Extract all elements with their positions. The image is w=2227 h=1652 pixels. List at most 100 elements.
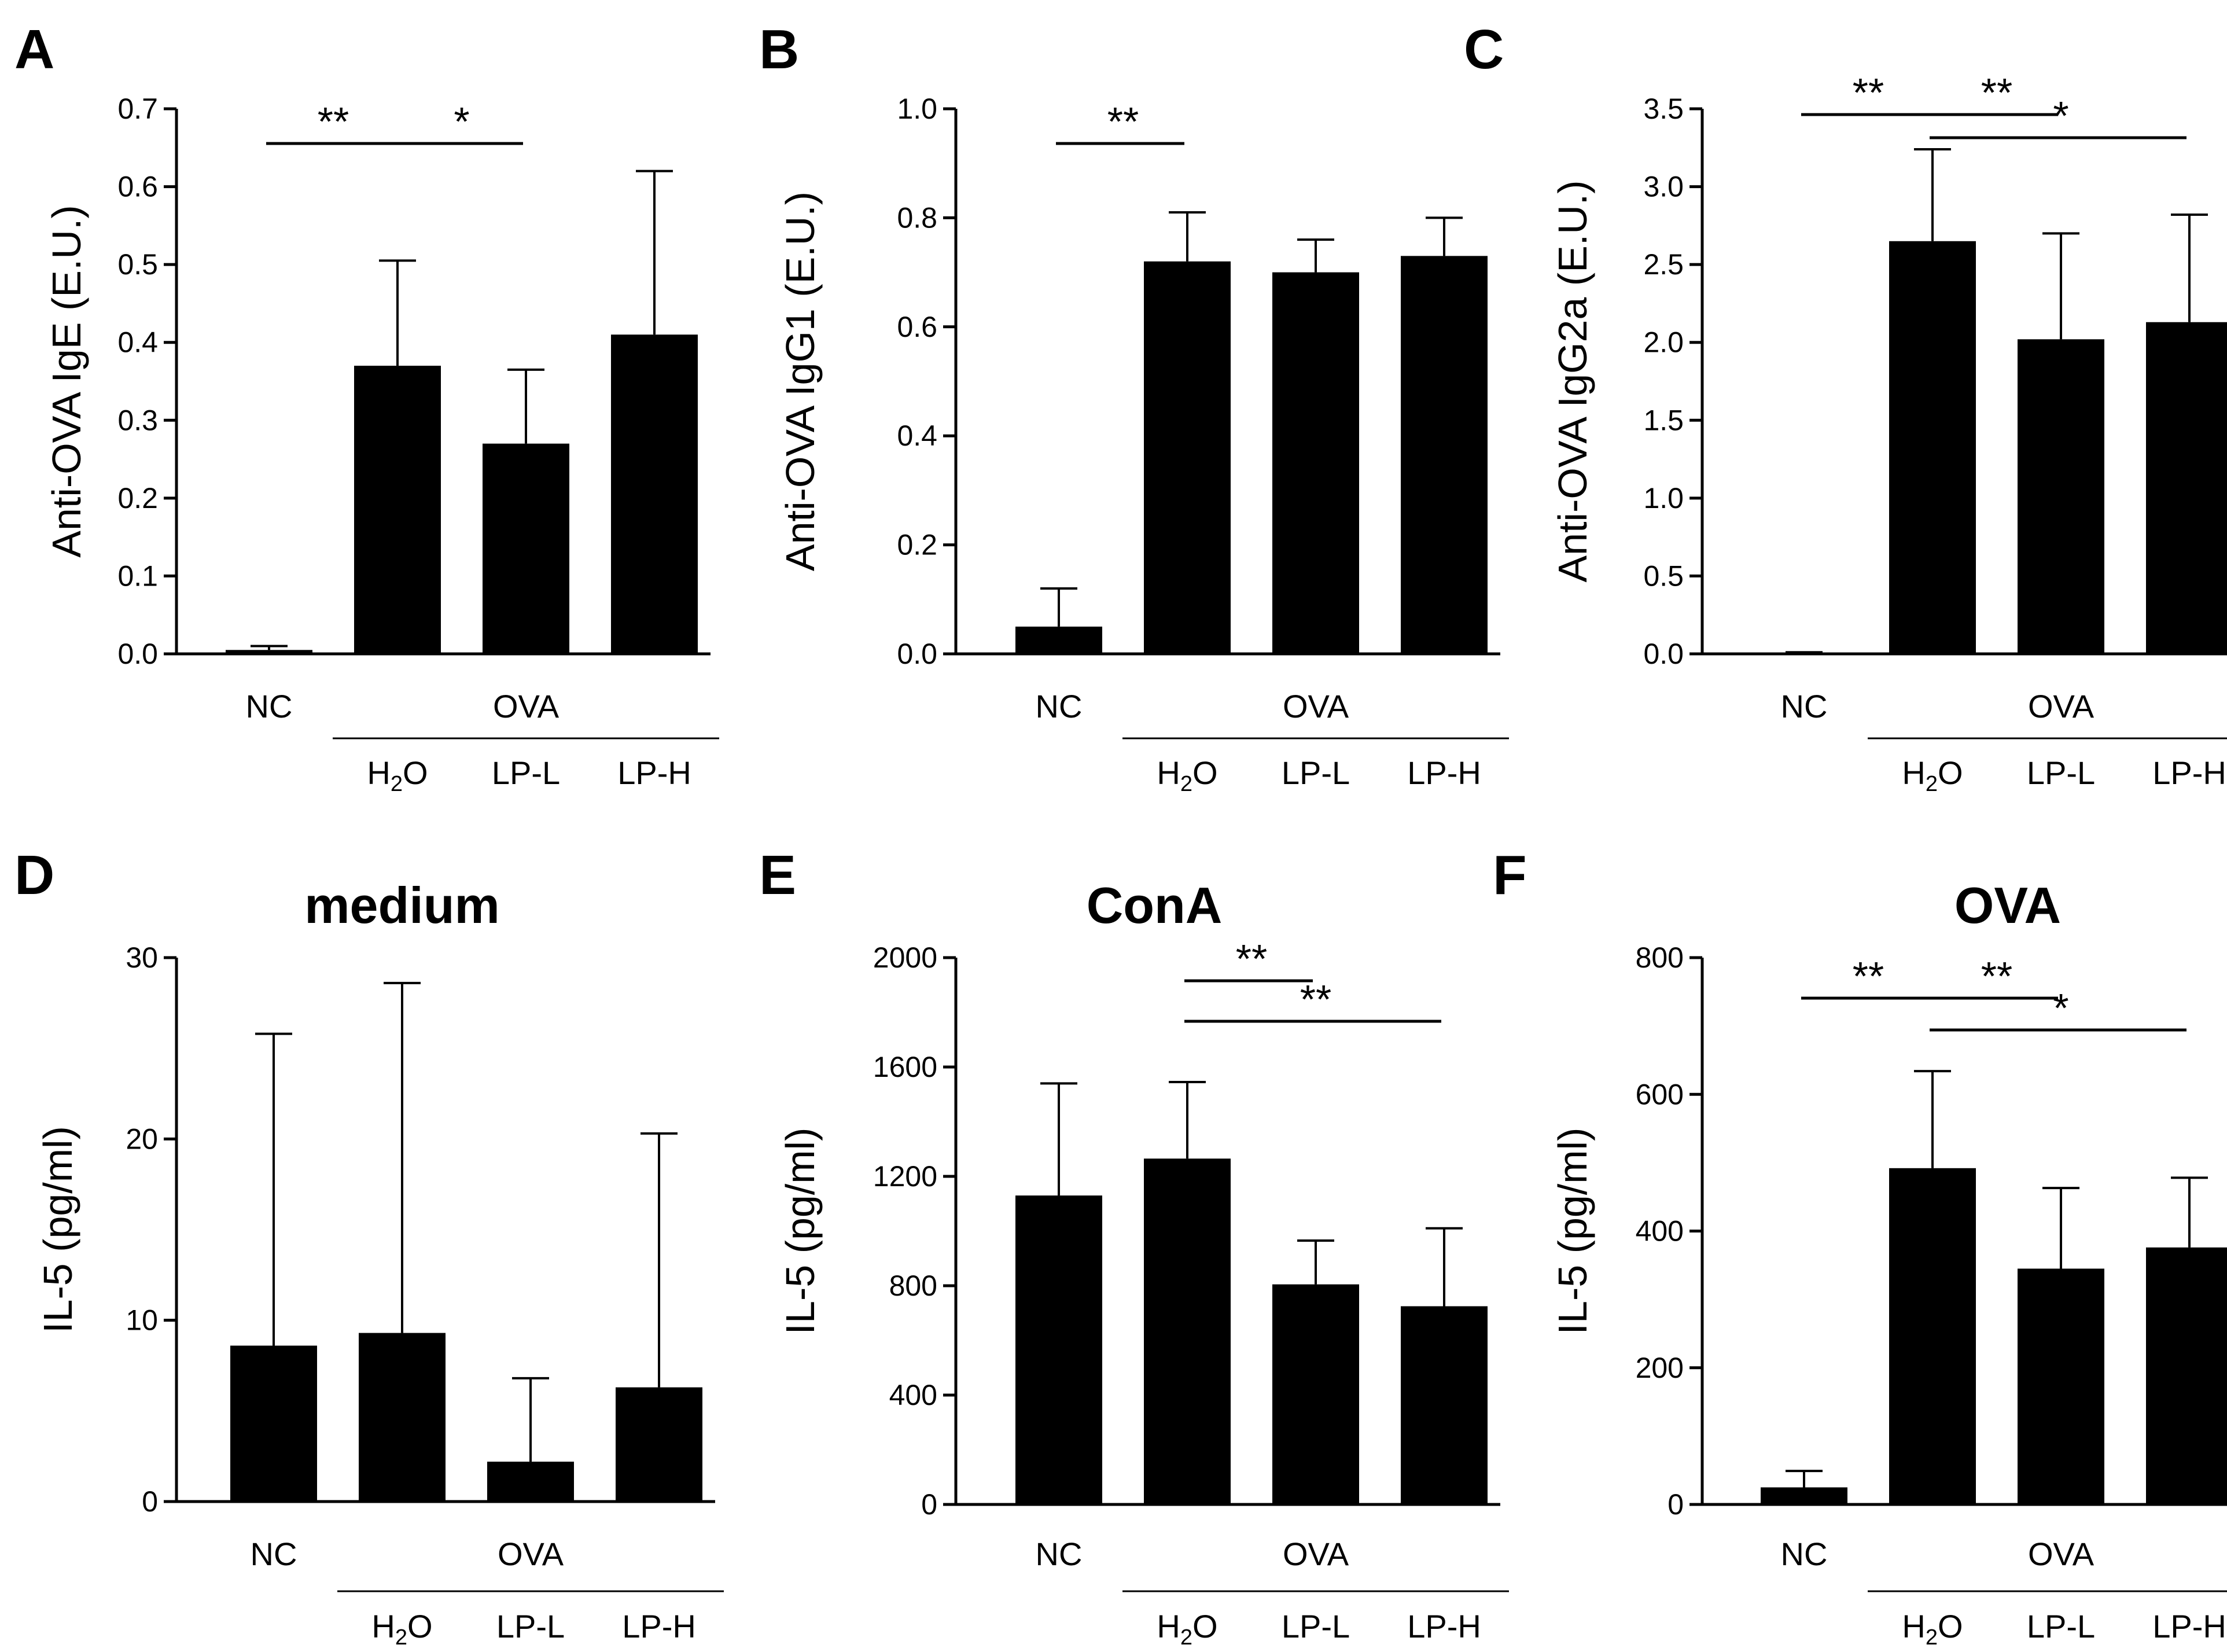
y-axis-label: Anti-OVA IgG2a (E.U.) <box>1550 180 1595 582</box>
h2o-h: H <box>1902 755 1925 791</box>
group-label-OVA: OVA <box>498 1536 564 1572</box>
category-label-LP-H: LP-H <box>622 1608 696 1644</box>
bar-H2O <box>1889 1168 1976 1504</box>
y-tick-label: 3.0 <box>1643 171 1684 203</box>
panel-letter: F <box>1493 844 1527 906</box>
h2o-o: O <box>407 1608 433 1644</box>
y-axis-label: IL-5 (pg/ml) <box>778 1128 823 1335</box>
category-label-NC: NC <box>246 688 293 724</box>
h2o-sub: 2 <box>1180 1625 1192 1649</box>
y-tick-label: 0.8 <box>897 201 937 234</box>
bar-NC <box>1761 653 1847 655</box>
category-label-LP-H: LP-H <box>2152 1608 2226 1644</box>
category-label-LP-H: LP-H <box>617 755 691 791</box>
y-axis-label: IL-5 (pg/ml) <box>35 1126 80 1333</box>
y-tick-label: 1.0 <box>1643 482 1684 514</box>
significance-label: ** <box>1981 954 2012 999</box>
h2o-sub: 2 <box>391 772 403 796</box>
h2o-o: O <box>1938 1608 1963 1644</box>
category-label-LP-H: LP-H <box>2152 755 2226 791</box>
significance-label: ** <box>1981 70 2012 115</box>
y-tick-label: 600 <box>1636 1078 1684 1110</box>
bar-LP-L <box>487 1462 574 1502</box>
y-tick-label: 0.6 <box>117 171 158 203</box>
group-label-OVA: OVA <box>1283 688 1349 724</box>
bar-LP-H <box>1401 256 1488 654</box>
category-label-H2O: H2O <box>371 1608 432 1649</box>
y-tick-label: 0.0 <box>1643 638 1684 670</box>
h2o-o: O <box>1192 1608 1218 1644</box>
bar-H2O <box>1889 241 1976 654</box>
y-tick-label: 400 <box>1636 1215 1684 1248</box>
y-tick-label: 2000 <box>873 941 937 974</box>
y-tick-label: 0.5 <box>117 248 158 281</box>
bar-NC <box>1015 1195 1102 1504</box>
y-tick-label: 1200 <box>873 1160 937 1193</box>
y-tick-label: 2.0 <box>1643 326 1684 359</box>
y-tick-label: 800 <box>889 1270 937 1302</box>
bar-LP-L <box>2018 339 2104 654</box>
bar-NC <box>226 650 312 654</box>
category-label-H2O: H2O <box>1902 1608 1963 1649</box>
h2o-sub: 2 <box>1926 772 1938 796</box>
y-tick-label: 0.0 <box>897 638 937 670</box>
y-tick-label: 0 <box>921 1488 937 1521</box>
significance-label: ** <box>318 99 349 144</box>
category-label-LP-L: LP-L <box>2027 755 2095 791</box>
panel-letter: B <box>759 19 799 80</box>
significance-label: ** <box>1853 954 1884 999</box>
significance-label: * <box>2053 985 2068 1031</box>
h2o-h: H <box>1157 1608 1180 1644</box>
y-tick-label: 0.7 <box>117 93 158 125</box>
significance-label: ** <box>1853 70 1884 115</box>
category-label-H2O: H2O <box>1157 1608 1217 1649</box>
bar-NC <box>230 1345 317 1502</box>
y-tick-label: 200 <box>1636 1352 1684 1384</box>
panel-C: C 0.0 0.5 1.0 1.5 2.0 2.5 3.0 3.5 Anti-OVA IgG2a … <box>1464 19 2227 796</box>
y-axis-label: Anti-OVA IgG1 (E.U.) <box>778 192 823 571</box>
y-tick-label: 0.2 <box>117 482 158 514</box>
significance-label: ** <box>1300 977 1331 1022</box>
y-tick-label: 1.0 <box>897 93 937 125</box>
category-label-LP-H: LP-H <box>1407 1608 1481 1644</box>
category-label-NC: NC <box>251 1536 297 1572</box>
category-label-LP-H: LP-H <box>1407 755 1481 791</box>
h2o-o: O <box>403 755 428 791</box>
bar-H2O <box>1144 1158 1231 1504</box>
y-tick-label: 0.4 <box>117 326 158 359</box>
significance-label: ** <box>1107 99 1139 144</box>
y-tick-label: 0.1 <box>117 560 158 592</box>
significance-label: * <box>2053 93 2068 138</box>
bar-LP-H <box>616 1387 702 1502</box>
category-label-LP-L: LP-L <box>492 755 560 791</box>
category-label-NC: NC <box>1036 688 1083 724</box>
y-tick-label: 0.0 <box>117 638 158 670</box>
category-label-LP-L: LP-L <box>1282 1608 1350 1644</box>
y-tick-label: 20 <box>126 1123 158 1155</box>
category-label-NC: NC <box>1781 688 1828 724</box>
h2o-h: H <box>1157 755 1180 791</box>
category-label-NC: NC <box>1036 1536 1083 1572</box>
y-axis-label: IL-5 (pg/ml) <box>1550 1128 1595 1335</box>
panel-letter: A <box>14 19 54 80</box>
bar-LP-H <box>1401 1306 1488 1504</box>
h2o-sub: 2 <box>395 1625 407 1649</box>
h2o-h: H <box>367 755 390 791</box>
y-axis-label: Anti-OVA IgE (E.U.) <box>44 205 89 557</box>
y-tick-label: 0.5 <box>1643 560 1684 592</box>
bar-LP-L <box>483 443 569 654</box>
panel-letter: E <box>759 844 796 906</box>
category-label-NC: NC <box>1781 1536 1828 1572</box>
bar-H2O <box>354 366 441 654</box>
bar-LP-L <box>1272 1284 1359 1504</box>
category-label-H2O: H2O <box>1902 755 1963 796</box>
significance-label: ** <box>1236 936 1267 981</box>
bar-NC <box>1015 626 1102 654</box>
h2o-sub: 2 <box>1926 1625 1938 1649</box>
y-tick-label: 0.3 <box>117 404 158 436</box>
bar-LP-L <box>1272 272 1359 654</box>
